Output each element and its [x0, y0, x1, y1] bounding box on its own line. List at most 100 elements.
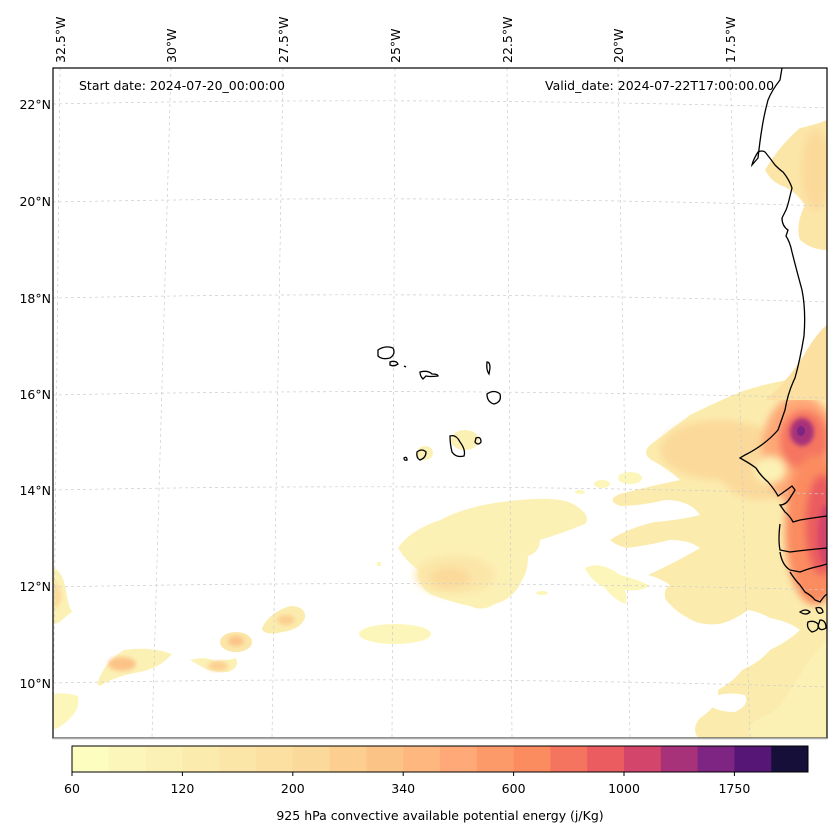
- island-santiago: [449, 434, 466, 458]
- colorbar-bin: [108, 746, 147, 772]
- island-sao-nicolau: [419, 370, 439, 380]
- cape-region-streak-south: [585, 565, 650, 604]
- colorbar-bin: [440, 746, 478, 772]
- island-santo-antao: [377, 346, 395, 360]
- colorbar-tick-label: 200: [280, 781, 305, 796]
- colorbar-bin: [660, 746, 699, 772]
- lat-label-18n: 18°N: [19, 291, 51, 306]
- colorbar-bin: [72, 746, 110, 772]
- colorbar-bin: [624, 746, 662, 772]
- cape-region-speck-3: [575, 490, 585, 494]
- gridline-lat-16: [53, 391, 827, 399]
- island-sao-vicente: [389, 360, 399, 367]
- coastline-bijagos-2: [815, 606, 824, 614]
- no-data-gap-2: [705, 693, 747, 712]
- lon-label-22-5w: 22.5°W: [500, 16, 515, 63]
- colorbar-bin: [403, 746, 441, 772]
- colorbar-bin: [366, 746, 404, 772]
- lat-label-14n: 14°N: [19, 483, 51, 498]
- gridline-lat-22: [53, 100, 827, 109]
- coastline-bijagos-1: [798, 609, 811, 615]
- lon-label-30w: 30°W: [164, 28, 179, 63]
- island-fogo: [416, 449, 427, 461]
- cape-region-west-12n-core: [53, 580, 62, 610]
- cape-region-coast-light: [754, 456, 786, 484]
- cape-region-fogo: [417, 446, 433, 460]
- cape-region-west-12n: [53, 568, 72, 625]
- cape-region-cell-2-core: [208, 661, 228, 671]
- gridline-lon-25: [391, 68, 396, 738]
- cape-region-mauritania-south: [765, 325, 827, 400]
- island-boa-vista: [486, 390, 502, 405]
- gridline-lat-14: [53, 486, 827, 495]
- valid-date-annotation: Valid_date: 2024-07-22T17:00:00.00: [545, 78, 775, 93]
- gridline-lon-22-5: [506, 68, 513, 738]
- colorbar-tick-label: 120: [170, 781, 195, 796]
- colorbar-bin: [476, 746, 515, 772]
- gridline-lat-12: [53, 583, 827, 591]
- island-brava: [403, 456, 408, 461]
- cape-region-speck-5: [618, 472, 642, 484]
- cape-region-central-blob: [398, 498, 588, 609]
- colorbar-bin: [256, 746, 294, 772]
- colorbar-tick-label: 1750: [718, 781, 751, 796]
- colorbar: [71, 745, 809, 776]
- lon-label-20w: 20°W: [611, 28, 626, 63]
- cape-region-senegal-peak: [797, 426, 805, 436]
- lat-label-12n: 12°N: [19, 579, 51, 594]
- colorbar-tick-label: 600: [501, 781, 526, 796]
- coastline-bijagos-4: [817, 619, 827, 631]
- cape-field: [53, 120, 827, 738]
- gridline-lon-20: [617, 68, 631, 738]
- colorbar-bin: [292, 746, 331, 772]
- lat-label-20n: 20°N: [19, 194, 51, 209]
- island-santa-luzia: [403, 365, 407, 368]
- gridline-lon-30: [151, 68, 172, 738]
- lon-label-17-5w: 17.5°W: [723, 16, 738, 63]
- plot-frame: [52, 67, 828, 739]
- cape-region-guinea-core: [818, 505, 827, 565]
- island-sal: [486, 361, 491, 376]
- colorbar-tick-label: 1000: [608, 781, 640, 796]
- lon-label-32-5w: 32.5°W: [53, 16, 68, 63]
- gridline-lon-32-5: [53, 68, 61, 738]
- lon-label-25w: 25°W: [388, 28, 403, 63]
- cape-region-cell-3-core: [228, 636, 244, 646]
- start-date-annotation: Start date: 2024-07-20_00:00:00: [79, 78, 285, 93]
- cape-region-cell-5: [359, 624, 431, 644]
- coastline-bijagos-3: [806, 620, 820, 633]
- coastline-guinea-bissau: [779, 551, 827, 603]
- cape-region-cell-1: [97, 648, 172, 686]
- colorbar-bin: [182, 746, 220, 772]
- coastline-gambia: [778, 523, 827, 553]
- gridline-lon-17-5: [729, 68, 751, 738]
- island-maio: [474, 436, 482, 445]
- colorbar-tick-label: 340: [391, 781, 416, 796]
- cape-region-lower-east: [748, 640, 827, 738]
- colorbar-bin: [771, 746, 809, 772]
- cape-region-west-10n: [53, 693, 79, 730]
- colorbar-bin: [219, 746, 257, 772]
- cape-region-mauritania-core: [802, 130, 827, 210]
- lat-label-16n: 16°N: [19, 387, 51, 402]
- colorbar-bin: [587, 746, 625, 772]
- colorbar-bin: [145, 746, 183, 772]
- colorbar-bin: [550, 746, 588, 772]
- gridline-lat-18: [53, 294, 827, 303]
- gridline-lat-20: [53, 198, 827, 207]
- gridline-lon-27-5: [271, 68, 284, 738]
- colorbar-frame: [71, 745, 809, 773]
- coastline-mauritania: [738, 68, 827, 523]
- lat-label-22n: 22°N: [19, 97, 51, 112]
- colorbar-bin: [513, 746, 551, 772]
- lon-label-27-5w: 27.5°W: [276, 16, 291, 63]
- colorbar-label: 925 hPa convective available potential e…: [276, 808, 604, 823]
- cape-region-santiago: [451, 430, 479, 450]
- cape-region-speck-4: [594, 480, 610, 488]
- lat-label-10n: 10°N: [19, 676, 51, 691]
- cape-region-cell-1-core: [108, 657, 136, 671]
- colorbar-tick-label: 60: [64, 781, 80, 796]
- cape-region-speck-2: [536, 591, 548, 595]
